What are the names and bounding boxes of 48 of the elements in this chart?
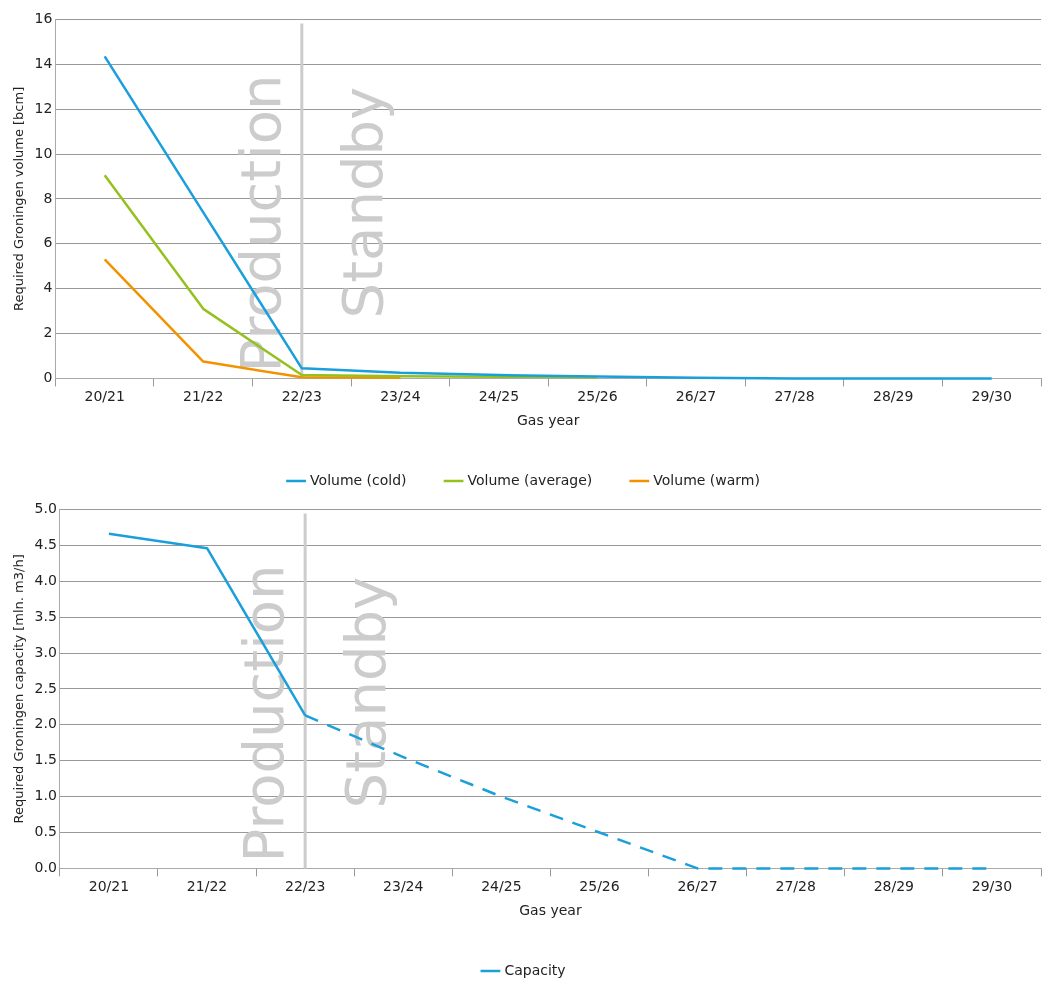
y-tick-label: 0.0	[34, 859, 57, 876]
y-tick-label: 1.5	[34, 751, 57, 768]
y-tick-label: 4	[43, 279, 53, 296]
y-tick-label: 0.5	[34, 823, 57, 840]
y-tick-label: 10	[34, 144, 53, 161]
x-tick-label: 25/26	[579, 878, 620, 895]
y-tick-label: 2.0	[34, 715, 57, 732]
y-tick-label: 4.5	[34, 535, 57, 552]
x-axis-title: Gas year	[519, 902, 582, 919]
y-tick-label: 6	[43, 234, 53, 251]
x-axis-title: Gas year	[517, 412, 580, 429]
x-tick-label: 20/21	[84, 388, 125, 405]
legend-label: Volume (warm)	[653, 471, 760, 488]
y-tick-label: 3.5	[34, 607, 57, 624]
y-axis-title: Required Groningen capacity [mln. m3/h]	[11, 554, 27, 824]
x-tick-label: 28/29	[872, 388, 914, 405]
x-tick-label: 26/27	[677, 878, 718, 895]
x-tick-label: 27/28	[775, 878, 816, 895]
legend-label: Capacity	[504, 961, 566, 978]
x-tick-label: 26/27	[675, 388, 717, 405]
y-tick-label: 14	[34, 54, 53, 71]
x-tick-label: 23/24	[380, 388, 421, 405]
x-tick-label: 25/26	[577, 388, 618, 405]
x-tick-label: 21/22	[186, 878, 228, 895]
y-tick-label: 16	[34, 10, 53, 27]
x-tick-label: 28/29	[873, 878, 915, 895]
y-tick-label: 8	[43, 189, 53, 206]
x-tick-label: 20/21	[88, 878, 130, 895]
y-tick-label: 4.0	[34, 571, 57, 588]
x-tick-label: 21/22	[183, 388, 224, 405]
x-tick-label: 29/30	[971, 388, 1012, 405]
x-tick-label: 29/30	[971, 878, 1013, 895]
y-tick-label: 2.5	[34, 679, 57, 696]
y-tick-label: 0	[43, 369, 53, 386]
x-tick-label: 23/24	[383, 878, 424, 895]
x-tick-label: 22/23	[281, 388, 322, 405]
y-tick-label: 12	[34, 99, 53, 116]
x-tick-label: 27/28	[774, 388, 815, 405]
y-axis-title: Required Groningen volume [bcm]	[11, 86, 27, 312]
x-tick-label: 24/25	[481, 878, 522, 895]
x-tick-label: 22/23	[284, 878, 326, 895]
y-tick-label: 1.0	[34, 787, 57, 804]
y-tick-label: 5.0	[34, 500, 57, 517]
legend-label: Volume (average)	[467, 471, 593, 488]
y-tick-label: 3.0	[34, 643, 57, 660]
legend-label: Volume (cold)	[310, 471, 407, 488]
x-tick-label: 24/25	[478, 388, 520, 405]
y-tick-label: 2	[43, 324, 53, 341]
